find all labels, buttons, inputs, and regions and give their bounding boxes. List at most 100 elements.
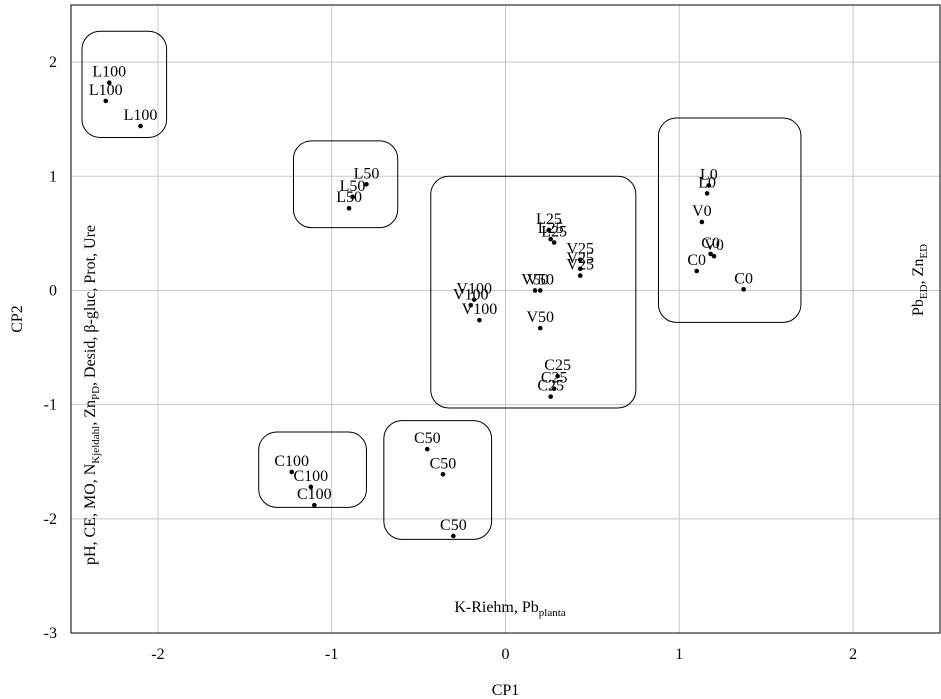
left-variable-annotation: pH, CE, MO, NKjeldahl, ZnPD, Desid, β-gl… <box>82 225 102 565</box>
data-point <box>350 194 355 200</box>
data-point <box>138 123 143 129</box>
point-label: C25 <box>544 357 571 374</box>
point-label: V25 <box>566 241 594 258</box>
data-point <box>704 191 710 196</box>
point-label: V100 <box>462 301 498 318</box>
data-point <box>312 502 317 508</box>
data-point <box>471 297 477 302</box>
right-variable-annotation: PbED, ZnED <box>910 244 930 316</box>
point-label: V25 <box>566 257 594 274</box>
group-boxes <box>81 30 802 540</box>
point-label: C100 <box>294 468 329 485</box>
data-point <box>577 257 583 262</box>
plot-frame <box>70 4 941 634</box>
data-point <box>577 266 583 272</box>
point-label: V50 <box>521 271 549 288</box>
point-label: C0 <box>734 270 753 287</box>
left-annotation-main: pH, CE, MO, N <box>82 463 99 565</box>
y-tick-label: 0 <box>49 282 57 299</box>
group-box <box>81 30 168 138</box>
point-label: C50 <box>414 430 441 447</box>
data-point <box>711 253 717 259</box>
data-point <box>103 98 109 104</box>
y-tick-label: 2 <box>49 54 57 71</box>
data-point <box>289 469 295 475</box>
point-label: L50 <box>340 178 366 195</box>
point-label: V100 <box>456 281 492 298</box>
data-point <box>548 236 553 242</box>
data-point <box>699 219 705 225</box>
point-label: L25 <box>538 220 564 237</box>
data-point <box>532 288 538 293</box>
point-label: C0 <box>687 252 706 269</box>
point-label: L100 <box>124 107 158 124</box>
data-point <box>440 471 446 477</box>
left-annotation-sub2: PD <box>90 386 102 400</box>
data-point <box>477 317 482 323</box>
data-point <box>551 240 557 245</box>
left-annotation-mid: , Zn <box>82 400 99 426</box>
y-tick-label: 1 <box>49 168 57 185</box>
data-point <box>468 302 474 308</box>
point-label: V50 <box>526 309 554 326</box>
y-tick-label: -1 <box>44 397 57 414</box>
point-label: C50 <box>430 455 457 472</box>
data-point <box>708 251 713 257</box>
group-box <box>383 420 493 540</box>
point-label: C25 <box>537 378 564 395</box>
point-label: L0 <box>698 174 716 191</box>
point-label: L25 <box>536 211 562 228</box>
point-label: V50 <box>526 271 554 288</box>
point-label: V100 <box>453 286 489 303</box>
right-annotation-sub2: ED <box>918 244 930 259</box>
point-label: C100 <box>274 453 309 470</box>
bottom-annotation-main: K-Riehm, Pb <box>454 599 538 616</box>
left-annotation-sub1: Kjeldahl <box>90 426 102 464</box>
x-tick-label: 0 <box>502 646 510 663</box>
point-label: V0 <box>692 203 712 220</box>
y-tick-label: -3 <box>44 625 57 642</box>
y-axis-title: CP2 <box>9 305 26 333</box>
data-point <box>741 287 746 292</box>
point-label: C0 <box>701 235 720 252</box>
data-point <box>537 325 543 331</box>
right-annotation-sub1: ED <box>918 284 930 299</box>
data-point <box>364 181 369 187</box>
data-points <box>103 80 746 539</box>
data-point <box>694 268 699 274</box>
data-point <box>346 205 352 211</box>
point-label: L50 <box>336 189 362 206</box>
bottom-annotation-sub: planta <box>539 607 566 619</box>
point-label: L100 <box>89 82 123 99</box>
point-label: V25 <box>566 250 594 267</box>
point-label: L100 <box>92 64 126 81</box>
data-point <box>106 80 112 85</box>
tick-labels: -2 -1 0 1 2 -3 -2 -1 0 1 2 <box>44 54 857 663</box>
point-label: L50 <box>354 165 380 182</box>
right-annotation-main1: Pb <box>910 299 927 316</box>
group-box <box>657 117 802 323</box>
data-point <box>451 533 456 539</box>
y-tick-label: -2 <box>44 511 57 528</box>
point-labels: L100L100L100L50L50L50L25L25L25V25V25V25V… <box>89 64 753 534</box>
data-point <box>706 183 712 188</box>
point-label: C25 <box>541 370 568 387</box>
group-box <box>258 431 367 508</box>
group-box <box>430 175 637 409</box>
right-annotation-mid: , Zn <box>910 259 927 285</box>
data-point <box>537 288 543 293</box>
data-point <box>308 484 314 490</box>
point-label: C50 <box>440 517 467 534</box>
data-point <box>424 446 430 452</box>
x-tick-label: 1 <box>675 646 683 663</box>
data-point <box>551 386 557 391</box>
x-tick-label: -2 <box>151 646 164 663</box>
x-axis-title: CP1 <box>492 682 520 699</box>
x-tick-label: 2 <box>849 646 857 663</box>
point-label: L0 <box>700 166 718 183</box>
data-point <box>546 227 552 233</box>
group-box <box>292 140 399 229</box>
point-label: V0 <box>704 237 724 254</box>
x-tick-label: -1 <box>325 646 338 663</box>
data-point <box>555 373 560 379</box>
